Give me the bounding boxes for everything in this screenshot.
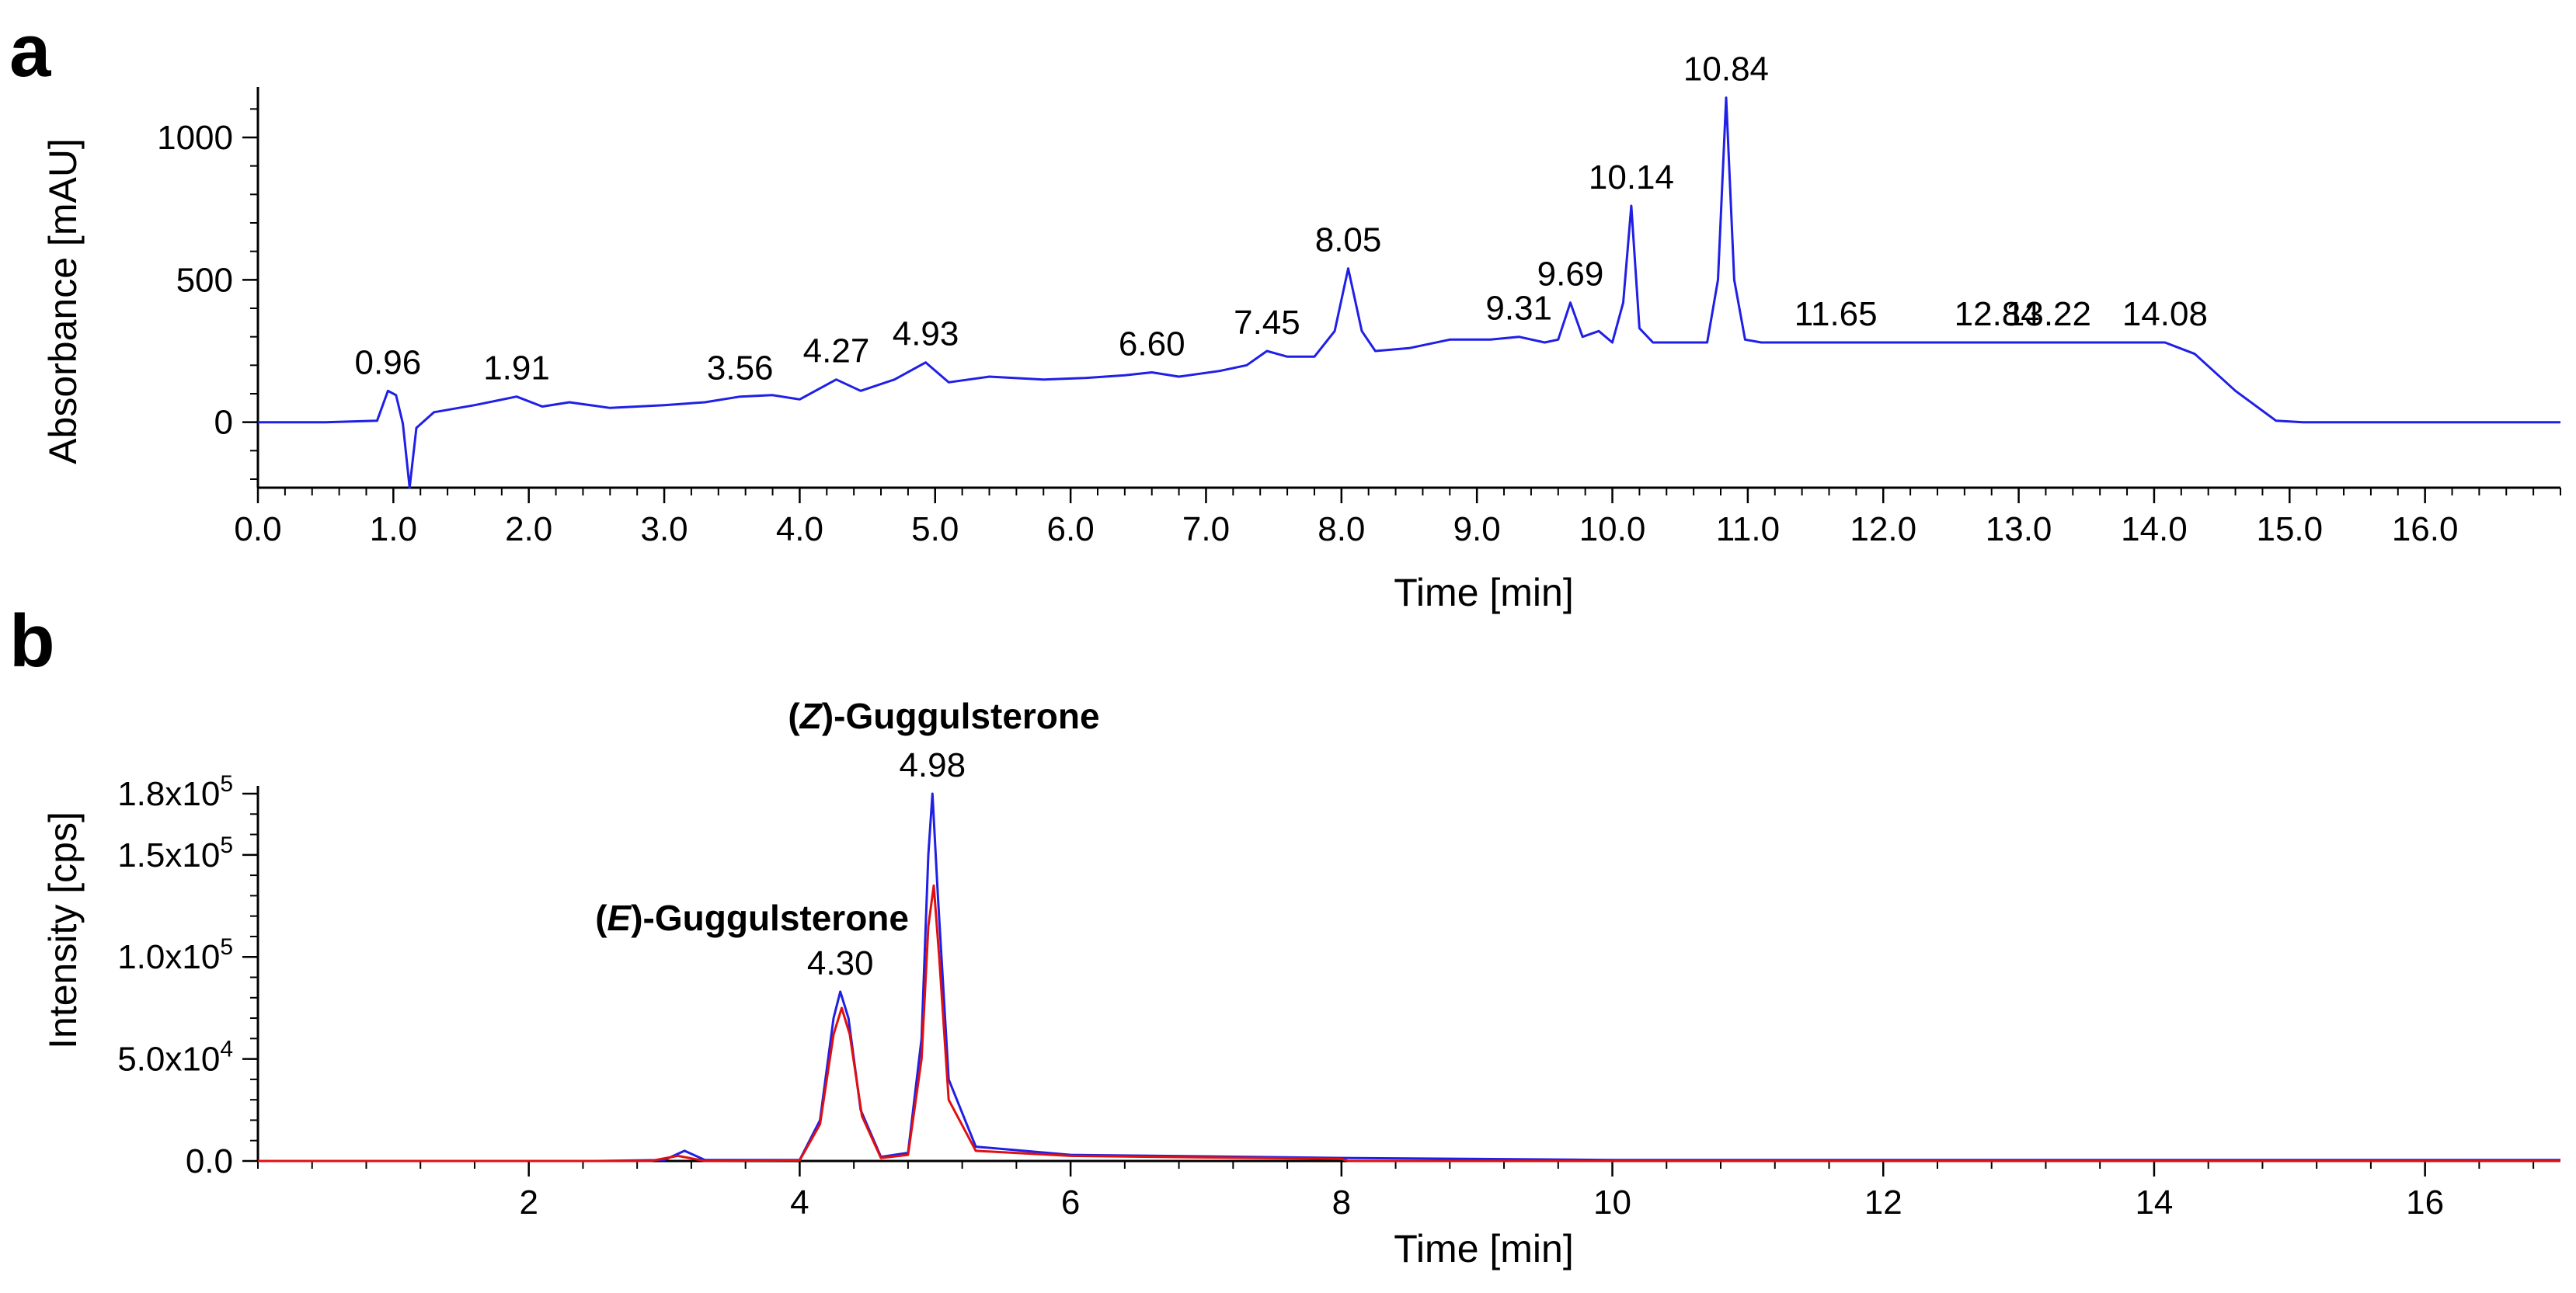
panel-b-series-0: [258, 792, 2560, 1163]
panel-b-x-tick-label: 16: [2406, 1184, 2444, 1222]
panel-a-x-tick-label: 15.0: [2256, 510, 2323, 548]
panel-a-x-tick-label: 13.0: [1986, 510, 2052, 548]
panel-a-peak-label: 10.14: [1589, 158, 1674, 196]
panel-a-peak-label: 4.93: [893, 315, 959, 353]
panel-a-peak-label: 11.65: [1794, 295, 1878, 333]
panel-a-peak-label: 1.91: [483, 349, 550, 388]
panel-a-peak-label: 3.56: [707, 349, 774, 388]
panel-a-peak-label: 9.31: [1485, 290, 1552, 328]
panel-b-peak-label: 4.98: [899, 746, 966, 784]
panel-a-peak-label: 14.08: [2122, 295, 2208, 333]
panel-a-y-tick-label: 500: [176, 261, 233, 299]
panel-a-x-tick-label: 2.0: [505, 510, 552, 548]
panel-a-x-tick-label: 6.0: [1047, 510, 1095, 548]
panel-a-peak-label: 0.96: [355, 343, 422, 381]
panel-a-peak-label: 10.84: [1683, 50, 1769, 89]
panel-a-peak-label: 9.69: [1537, 255, 1604, 294]
panel-a-x-tick-label: 8.0: [1318, 510, 1365, 548]
panel-b-chromatogram: 2 4 6 8 10 12 14 16 0.0 5.0x104 1.0x105 1.5x105 1.8x…: [41, 696, 2560, 1270]
panel-b-series-1: [258, 884, 2560, 1163]
panel-b-y-tick-label: 1.0x105: [117, 934, 233, 976]
panel-a-peak-label: 8.05: [1315, 221, 1382, 259]
e-guggulsterone-label: (E)-Guggulsterone: [595, 898, 909, 938]
panel-a-y-axis-title: Absorbance [mAU]: [41, 138, 85, 464]
panel-a-peak-label: 12.84: [1955, 295, 2040, 333]
z-guggulsterone-label: (Z)-Guggulsterone: [788, 696, 1099, 736]
panel-b-y-tick-label: 5.0x104: [117, 1037, 233, 1079]
panel-a-x-tick-label: 9.0: [1453, 510, 1501, 548]
panel-b-y-tick-label: 0.0: [186, 1142, 233, 1180]
panel-a-x-tick-label: 5.0: [911, 510, 959, 548]
panel-a-peak-label: 6.60: [1119, 325, 1185, 363]
panel-a-x-tick-label: 10.0: [1579, 510, 1646, 548]
panel-b-x-tick-label: 2: [519, 1184, 538, 1222]
panel-b-x-tick-label: 12: [1864, 1184, 1902, 1222]
panel-a-x-tick-label: 1.0: [370, 510, 417, 548]
panel-a-x-axis-title: Time [min]: [1394, 571, 1574, 614]
panel-b-y-tick-label: 1.5x105: [117, 832, 233, 874]
panel-a-peak-label: 7.45: [1234, 304, 1300, 342]
panel-a-x-tick-label: 4.0: [776, 510, 823, 548]
panel-b-x-tick-label: 14: [2135, 1184, 2173, 1222]
panel-a-series-0: [258, 96, 2560, 489]
panel-a-x-tick-label: 16.0: [2392, 510, 2459, 548]
panel-a-x-tick-label: 0.0: [234, 510, 281, 548]
panel-a-x-tick-label: 3.0: [640, 510, 688, 548]
panel-b-peak-label: 4.30: [807, 944, 874, 982]
panel-b-y-tick-label: 1.8x105: [117, 771, 233, 813]
panel-b-letter: b: [9, 600, 55, 683]
panel-a-y-tick-label: 0: [214, 404, 233, 442]
panel-a-peak-label: 4.27: [803, 332, 870, 370]
panel-b-x-axis-title: Time [min]: [1394, 1227, 1574, 1270]
panel-b-x-tick-label: 6: [1061, 1184, 1080, 1222]
panel-a-letter: a: [9, 9, 51, 92]
panel-a-x-tick-label: 7.0: [1182, 510, 1230, 548]
panel-a-x-tick-label: 12.0: [1850, 510, 1916, 548]
panel-a-peak-label: 13.22: [2006, 295, 2091, 333]
panel-a-chromatogram: 0.0 1.0 2.0 3.0 4.0 5.0 6.0 7.0 8.0 9.0 10.0 11.0 12…: [41, 50, 2561, 614]
panel-a-x-tick-label: 11.0: [1716, 510, 1780, 548]
panel-a-x-tick-label: 14.0: [2121, 510, 2188, 548]
panel-a-y-tick-label: 1000: [157, 119, 233, 157]
panel-b-x-tick-label: 4: [790, 1184, 809, 1222]
panel-b-x-tick-label: 10: [1593, 1184, 1631, 1222]
panel-b-y-axis-title: Intensity [cps]: [41, 812, 85, 1049]
panel-b-x-tick-label: 8: [1332, 1184, 1351, 1222]
